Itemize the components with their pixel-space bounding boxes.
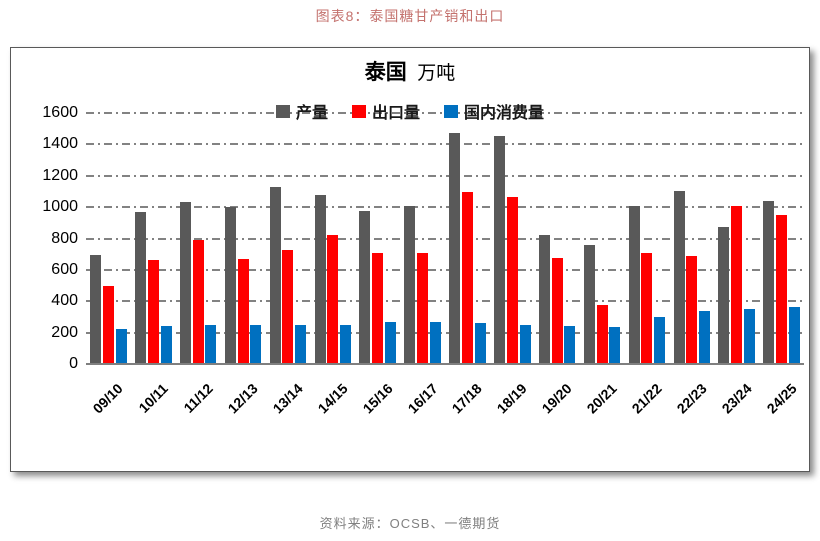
bar-exports-23-24	[731, 206, 743, 364]
bar-production-12-13	[224, 207, 236, 364]
bar-domestic-consumption-15-16	[384, 322, 396, 364]
legend-swatch-exports	[351, 104, 366, 118]
x-axis-label-17-18: 17/18	[448, 380, 486, 417]
gridline-600	[86, 268, 804, 271]
bar-production-19-20	[538, 234, 550, 364]
legend-label-exports: 出口量	[371, 105, 420, 122]
gridline-200	[86, 331, 804, 334]
gridline-1000	[86, 206, 804, 209]
plot-area: 0 200 400 600 800 1000 1200 1400 1600 09/10 10/11 1…	[11, 48, 809, 471]
y-axis-label-400: 400	[51, 292, 78, 310]
bar-production-15-16	[359, 211, 371, 364]
bar-domestic-consumption-20-21	[609, 327, 621, 364]
x-axis-label-16-17: 16/17	[404, 380, 441, 417]
y-axis-label-200: 200	[51, 323, 78, 341]
bar-domestic-consumption-09-10	[115, 328, 127, 364]
bar-exports-12-13	[237, 258, 249, 364]
x-axis-label-20-21: 20/21	[583, 380, 620, 417]
bar-production-18-19	[494, 135, 505, 364]
legend-item-production: 产量	[275, 99, 328, 123]
gridline-1200	[86, 174, 804, 177]
chart-frame: 泰国 万吨 产量 出口量 国内消费量 0 200 400 600 800 1000 1200 14…	[10, 47, 810, 472]
x-axis-label-09-10: 09/10	[89, 380, 127, 417]
bar-exports-21-22	[641, 253, 653, 364]
legend-item-domestic-consumption: 国内消费量	[444, 99, 544, 123]
bar-production-13-14	[269, 186, 281, 364]
bar-production-21-22	[628, 205, 640, 364]
x-axis-label-11-12: 11/12	[180, 380, 216, 416]
bar-exports-17-18	[461, 192, 473, 364]
y-axis-label-1400: 1400	[42, 135, 78, 153]
gridline-400	[86, 300, 804, 303]
x-axis-label-18-19: 18/19	[493, 380, 530, 417]
bar-production-23-24	[718, 226, 730, 364]
legend-swatch-domestic-consumption	[444, 104, 458, 118]
bar-exports-09-10	[102, 286, 114, 364]
x-axis-label-21-22: 21/22	[628, 380, 665, 417]
y-axis-label-1200: 1200	[42, 166, 78, 184]
bar-domestic-consumption-23-24	[743, 309, 755, 364]
bar-domestic-consumption-14-15	[340, 324, 352, 364]
x-axis-label-10-11: 10/11	[135, 380, 171, 416]
bar-domestic-consumption-11-12	[205, 324, 217, 364]
bar-exports-10-11	[147, 259, 159, 364]
legend: 产量 出口量 国内消费量	[11, 100, 809, 122]
x-axis-line	[86, 363, 804, 365]
gridline-800	[86, 237, 804, 240]
legend-label-domestic-consumption: 国内消费量	[464, 105, 545, 122]
bar-domestic-consumption-21-22	[654, 316, 666, 364]
y-axis-label-1000: 1000	[42, 198, 78, 216]
bar-production-10-11	[135, 211, 146, 364]
bar-exports-20-21	[596, 305, 608, 364]
bar-exports-24-25	[776, 214, 788, 364]
figure-caption: 图表8：泰国糖甘产销和出口	[315, 8, 505, 24]
x-axis-label-23-24: 23/24	[718, 380, 755, 417]
bar-domestic-consumption-12-13	[250, 324, 262, 364]
bar-domestic-consumption-19-20	[564, 326, 576, 364]
y-axis-label-1600: 1600	[42, 104, 78, 121]
x-axis-label-24-25: 24/25	[763, 380, 800, 417]
bar-exports-22-23	[686, 255, 698, 364]
bar-domestic-consumption-24-25	[788, 306, 800, 364]
bar-exports-14-15	[327, 234, 339, 364]
bar-production-20-21	[583, 244, 595, 364]
x-axis-label-22-23: 22/23	[673, 380, 710, 417]
bar-production-24-25	[763, 200, 775, 364]
chart-title-unit: 万吨	[417, 63, 456, 84]
x-axis-label-14-15: 14/15	[314, 380, 351, 417]
legend-swatch-production	[275, 104, 290, 118]
bar-production-17-18	[449, 133, 461, 364]
x-axis-label-13-14: 13/14	[269, 380, 306, 417]
y-axis-label-800: 800	[51, 229, 78, 247]
y-axis-label-600: 600	[51, 260, 78, 278]
bar-exports-15-16	[372, 252, 384, 364]
y-axis-label-0: 0	[69, 355, 78, 372]
legend-label-production: 产量	[295, 105, 328, 122]
gridline-1400	[86, 143, 804, 146]
x-axis-label-15-16: 15/16	[359, 380, 396, 417]
bar-exports-11-12	[192, 240, 204, 364]
source-note: 资料来源：OCSB、一德期货	[319, 516, 501, 531]
legend-item-exports: 出口量	[351, 99, 420, 123]
bar-exports-13-14	[282, 250, 294, 364]
bar-production-14-15	[314, 194, 326, 364]
bar-domestic-consumption-18-19	[519, 324, 531, 364]
bar-domestic-consumption-16-17	[429, 321, 441, 364]
x-axis-label-19-20: 19/20	[538, 380, 575, 417]
bar-production-09-10	[90, 254, 102, 364]
bar-production-11-12	[179, 202, 191, 364]
chart-title-main: 泰国	[364, 60, 407, 84]
bar-domestic-consumption-22-23	[699, 311, 711, 364]
bar-exports-16-17	[417, 252, 429, 364]
bar-exports-19-20	[551, 258, 563, 364]
bar-domestic-consumption-10-11	[160, 326, 172, 364]
bar-domestic-consumption-17-18	[474, 323, 486, 364]
bar-exports-18-19	[506, 196, 518, 364]
x-axis-label-12-13: 12/13	[224, 380, 261, 417]
bar-production-16-17	[404, 206, 416, 364]
bar-domestic-consumption-13-14	[295, 324, 307, 364]
chart-title: 泰国 万吨	[11, 56, 809, 86]
bar-production-22-23	[673, 190, 685, 364]
